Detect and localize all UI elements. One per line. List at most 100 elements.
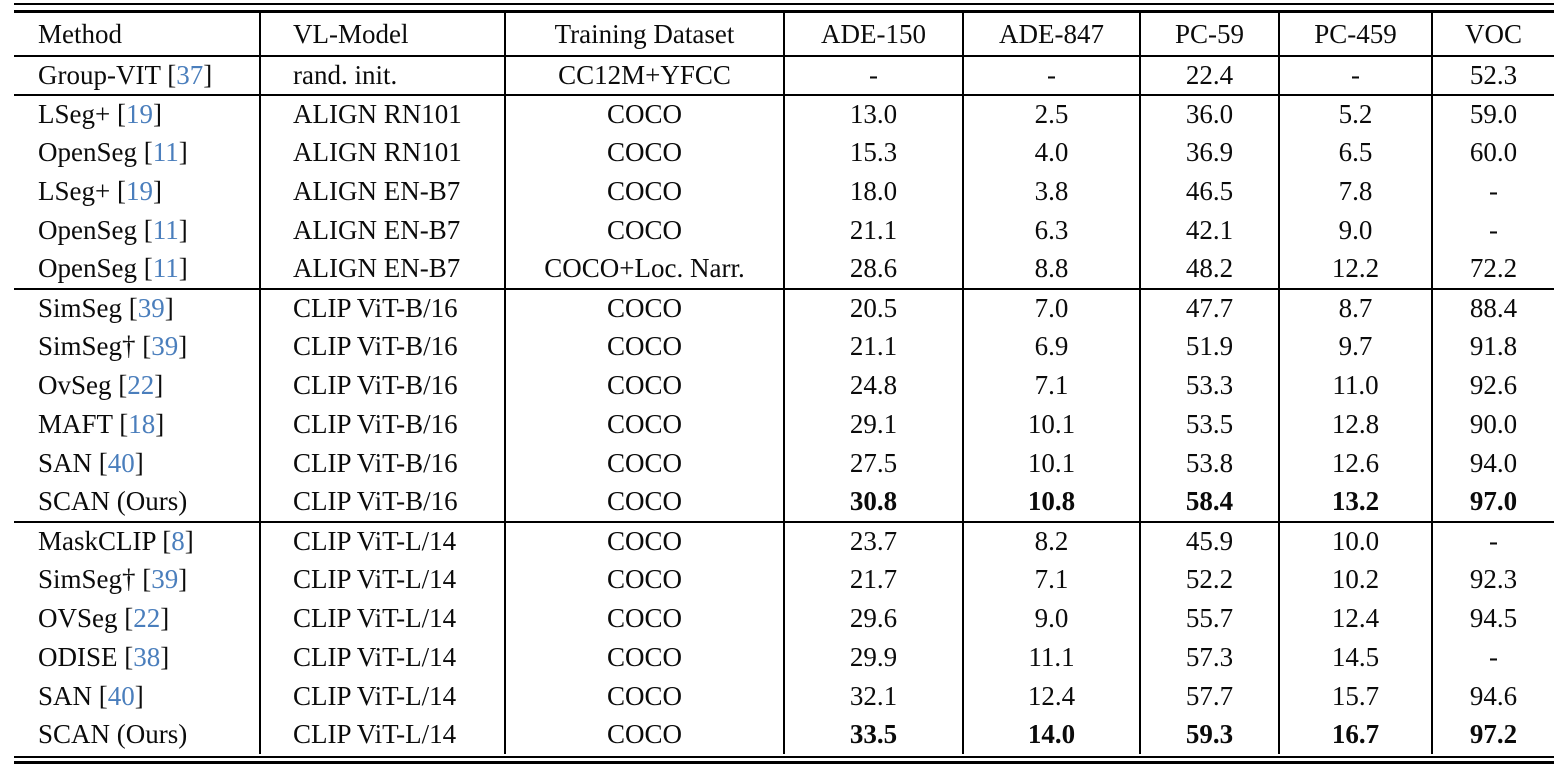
citation-link[interactable]: 19 bbox=[125, 176, 153, 207]
citation-link[interactable]: 40 bbox=[107, 680, 135, 711]
ade-150-cell: 29.6 bbox=[783, 599, 963, 638]
pc-59-cell: 57.7 bbox=[1139, 676, 1279, 716]
pc-459-cell: 12.8 bbox=[1278, 405, 1432, 444]
method-name: OpenSeg bbox=[38, 137, 137, 168]
citation-link[interactable]: 39 bbox=[151, 331, 179, 362]
ade-150-cell: 27.5 bbox=[783, 443, 963, 483]
pc-459-cell: 9.0 bbox=[1278, 211, 1432, 250]
citation-link[interactable]: 11 bbox=[152, 137, 179, 168]
method-name: Group-VIT bbox=[38, 59, 161, 90]
citation-link[interactable]: 39 bbox=[151, 564, 179, 595]
table-row: OvSeg [22] CLIP ViT-B/16 COCO 24.8 7.1 5… bbox=[14, 366, 1554, 406]
voc-cell: - bbox=[1431, 172, 1554, 212]
method-name: ODISE bbox=[38, 641, 118, 672]
method-citation: [11] bbox=[136, 137, 188, 168]
pc-59-cell: 53.3 bbox=[1139, 366, 1279, 406]
citation-link[interactable]: 19 bbox=[125, 99, 153, 130]
vl-model-cell: CLIP ViT-L/14 bbox=[259, 637, 505, 677]
method-name: SCAN (Ours) bbox=[38, 486, 188, 517]
method-cell: MAFT [18] bbox=[14, 405, 260, 444]
table-row: OpenSeg [11] ALIGN EN-B7 COCO+Loc. Narr.… bbox=[14, 249, 1554, 290]
citation-link[interactable]: 22 bbox=[133, 603, 161, 634]
method-citation: [39] bbox=[135, 564, 188, 595]
ade-150-cell: 23.7 bbox=[783, 521, 963, 561]
ade-150-cell: 28.6 bbox=[783, 249, 963, 290]
method-citation: [11] bbox=[136, 253, 188, 284]
voc-cell: 60.0 bbox=[1431, 133, 1554, 173]
citation-link[interactable]: 11 bbox=[152, 253, 179, 284]
pc-59-cell: 47.7 bbox=[1139, 288, 1279, 328]
ade-847-cell: 2.5 bbox=[962, 94, 1140, 134]
ade-847-cell: - bbox=[962, 56, 1140, 96]
ade-150-cell: 13.0 bbox=[783, 94, 963, 134]
vl-model-cell: rand. init. bbox=[259, 56, 505, 96]
pc-59-cell: 53.8 bbox=[1139, 443, 1279, 483]
citation-link[interactable]: 11 bbox=[152, 215, 179, 246]
table-row: Group-VIT [37] rand. init. CC12M+YFCC - … bbox=[14, 56, 1554, 96]
training-dataset-cell: COCO bbox=[504, 482, 784, 523]
pc-59-cell: 42.1 bbox=[1139, 211, 1279, 250]
citation-link[interactable]: 8 bbox=[171, 525, 185, 556]
vl-model-cell: ALIGN RN101 bbox=[259, 133, 505, 173]
pc-59-cell: 36.0 bbox=[1139, 94, 1279, 134]
method-name: LSeg+ bbox=[38, 176, 111, 207]
pc-459-cell: 10.0 bbox=[1278, 521, 1432, 561]
ade-150-cell: 15.3 bbox=[783, 133, 963, 173]
citation-link[interactable]: 18 bbox=[128, 409, 156, 440]
training-dataset-cell: COCO bbox=[504, 521, 784, 561]
method-cell: SimSeg† [39] bbox=[14, 328, 260, 367]
method-cell: SAN [40] bbox=[14, 677, 260, 716]
method-citation: [18] bbox=[112, 409, 165, 440]
table-row: OVSeg [22] CLIP ViT-L/14 COCO 29.6 9.0 5… bbox=[14, 599, 1554, 638]
voc-cell: 52.3 bbox=[1431, 56, 1554, 96]
method-cell: OpenSeg [11] bbox=[14, 211, 260, 250]
table-row: SimSeg [39] CLIP ViT-B/16 COCO 20.5 7.0 … bbox=[14, 288, 1554, 328]
pc-459-cell: 11.0 bbox=[1278, 366, 1432, 406]
pc-459-cell: - bbox=[1278, 56, 1432, 96]
table-row: ODISE [38] CLIP ViT-L/14 COCO 29.9 11.1 … bbox=[14, 637, 1554, 677]
citation-link[interactable]: 38 bbox=[133, 641, 161, 672]
ade-150-cell: 21.1 bbox=[783, 327, 963, 367]
method-citation: [22] bbox=[117, 603, 170, 634]
voc-cell: 94.6 bbox=[1431, 676, 1554, 716]
method-cell: SCAN (Ours) bbox=[14, 482, 260, 523]
training-dataset-cell: COCO+Loc. Narr. bbox=[504, 249, 784, 290]
training-dataset-cell: COCO bbox=[504, 133, 784, 173]
pc-59-cell: 22.4 bbox=[1139, 56, 1279, 96]
method-name: SimSeg bbox=[38, 293, 123, 324]
method-name: SAN bbox=[38, 447, 93, 478]
method-name: OVSeg bbox=[38, 603, 118, 634]
method-cell: SimSeg [39] bbox=[14, 289, 260, 328]
citation-link[interactable]: 37 bbox=[176, 59, 204, 90]
vl-model-cell: ALIGN EN-B7 bbox=[259, 172, 505, 212]
citation-link[interactable]: 22 bbox=[127, 370, 155, 401]
voc-cell: - bbox=[1431, 521, 1554, 561]
ade-150-cell: 20.5 bbox=[783, 288, 963, 328]
ade-847-cell: 14.0 bbox=[962, 715, 1140, 755]
ade-847-cell: 10.1 bbox=[962, 443, 1140, 483]
ade-150-cell: 32.1 bbox=[783, 676, 963, 716]
training-dataset-cell: CC12M+YFCC bbox=[504, 56, 784, 96]
training-dataset-cell: COCO bbox=[504, 637, 784, 677]
method-name: OvSeg bbox=[38, 370, 112, 401]
pc-59-cell: 52.2 bbox=[1139, 560, 1279, 600]
citation-link[interactable]: 39 bbox=[137, 293, 165, 324]
voc-cell: 97.0 bbox=[1431, 482, 1554, 523]
method-citation: [8] bbox=[155, 525, 194, 556]
method-citation: [40] bbox=[92, 680, 144, 711]
method-cell: OVSeg [22] bbox=[14, 599, 260, 638]
col-header-training-dataset: Training Dataset bbox=[504, 13, 784, 57]
ade-150-cell: 30.8 bbox=[783, 482, 963, 523]
table-header: Method VL-Model Training Dataset ADE-150… bbox=[14, 13, 1554, 57]
method-cell: OvSeg [22] bbox=[14, 366, 260, 405]
method-name: SAN bbox=[38, 680, 93, 711]
training-dataset-cell: COCO bbox=[504, 405, 784, 444]
bottom-rule-thin bbox=[14, 756, 1554, 759]
ade-847-cell: 6.9 bbox=[962, 327, 1140, 367]
table-row: OpenSeg [11] ALIGN RN101 COCO 15.3 4.0 3… bbox=[14, 133, 1554, 173]
vl-model-cell: CLIP ViT-L/14 bbox=[259, 715, 505, 755]
col-header-ade-150: ADE-150 bbox=[783, 13, 963, 57]
citation-link[interactable]: 40 bbox=[107, 447, 135, 478]
ade-847-cell: 7.0 bbox=[962, 288, 1140, 328]
